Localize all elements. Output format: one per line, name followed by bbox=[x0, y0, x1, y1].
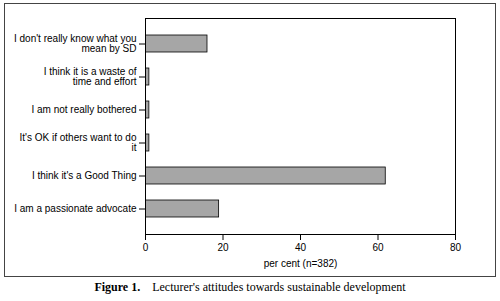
svg-text:I think it's a Good Thing: I think it's a Good Thing bbox=[32, 170, 137, 181]
svg-text:20: 20 bbox=[217, 242, 229, 253]
html-text:Figure 1. Lecturer's attitudes: Figure 1. Lecturer's attitudes towards s… bbox=[94, 280, 406, 294]
svg-text:40: 40 bbox=[295, 242, 307, 253]
svg-text:I am not really bothered: I am not really bothered bbox=[31, 104, 136, 115]
svg-text:0: 0 bbox=[143, 242, 149, 253]
svg-text:I don't really know what youme: I don't really know what youmean by SD bbox=[14, 33, 137, 54]
svg-text:60: 60 bbox=[372, 242, 384, 253]
svg-text:80: 80 bbox=[450, 242, 462, 253]
svg-text:It's OK if others want to doit: It's OK if others want to doit bbox=[20, 132, 137, 153]
svg-text:per cent (n=382): per cent (n=382) bbox=[264, 258, 338, 269]
svg-text:I think it is a waste oftime a: I think it is a waste oftime and effort bbox=[44, 66, 137, 87]
svg-text:I am a passionate advocate: I am a passionate advocate bbox=[14, 203, 137, 214]
